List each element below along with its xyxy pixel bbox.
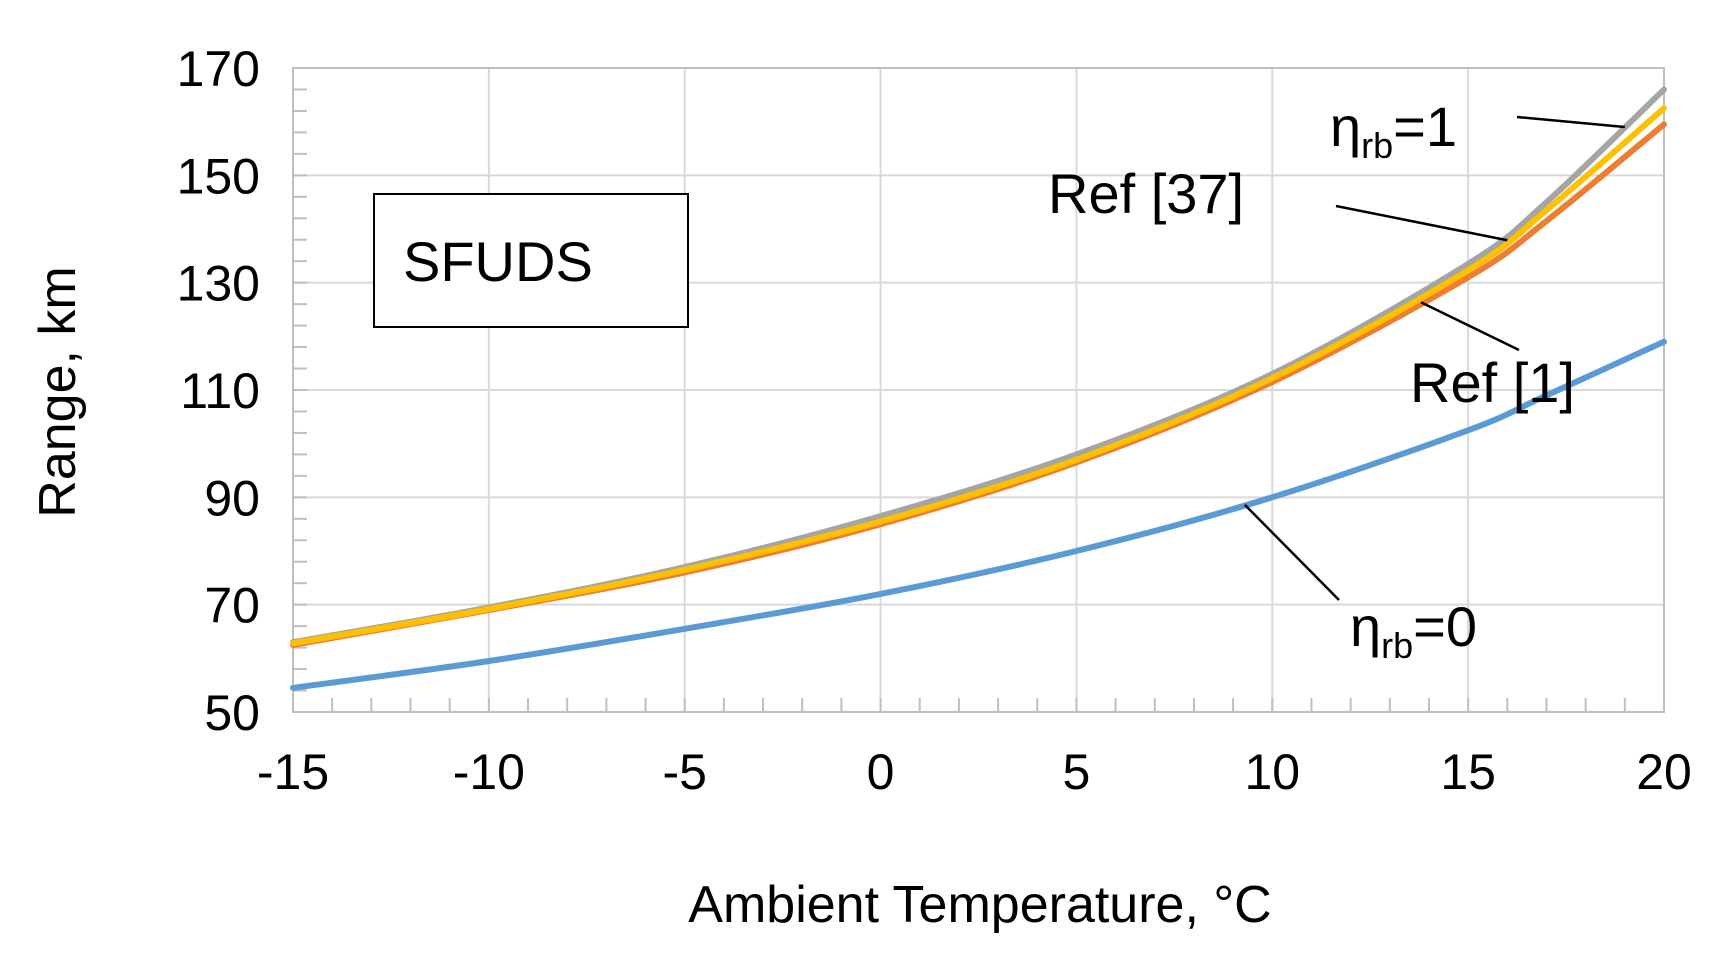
- annotation-eta-rb-0: ηrb=0: [1350, 595, 1477, 666]
- x-axis-title: Ambient Temperature, °C: [688, 876, 1271, 934]
- y-tick-label: 170: [177, 41, 260, 97]
- leader-line-ref1: [1420, 301, 1520, 352]
- annotation-ref-1: Ref [1]: [1410, 351, 1575, 414]
- y-tick-label: 70: [204, 578, 260, 634]
- y-axis-tick-labels: 50 70 90 110 130 150 170: [177, 41, 260, 741]
- inset-label: SFUDS: [403, 230, 593, 293]
- x-tick-label: 0: [867, 744, 895, 800]
- x-axis-tick-labels: -15 -10 -5 0 5 10 15 20: [257, 744, 1692, 800]
- y-axis-title: Range, km: [29, 266, 87, 517]
- y-tick-label: 110: [180, 363, 260, 419]
- leader-line-eta1: [1516, 115, 1625, 129]
- x-tick-label: 10: [1244, 744, 1300, 800]
- annotation-ref-37: Ref [37]: [1048, 162, 1244, 225]
- annotation-eta-rb-1: ηrb=1: [1330, 95, 1457, 166]
- x-tick-label: -15: [257, 744, 329, 800]
- leader-line-eta0: [1243, 503, 1340, 601]
- series-line-rb-0: [290, 338, 1667, 691]
- y-tick-label: 50: [204, 685, 260, 741]
- y-tick-label: 90: [204, 470, 260, 526]
- y-tick-label: 150: [177, 148, 260, 204]
- inset-label-box: SFUDS: [373, 193, 689, 328]
- x-tick-label: -10: [453, 744, 525, 800]
- x-tick-label: 5: [1063, 744, 1091, 800]
- x-tick-label: -5: [662, 744, 706, 800]
- inset-label-frame: [373, 193, 689, 328]
- minor-ticks: [292, 67, 1665, 713]
- series-lines: [290, 86, 1667, 691]
- leader-line-ref37: [1335, 204, 1508, 242]
- x-tick-label: 20: [1636, 744, 1692, 800]
- annotation-leaders: [1243, 115, 1625, 601]
- x-tick-label: 15: [1440, 744, 1496, 800]
- series-line-ref-37: [290, 105, 1667, 647]
- plot-area-frame: [292, 67, 1665, 713]
- y-tick-label: 130: [177, 256, 260, 312]
